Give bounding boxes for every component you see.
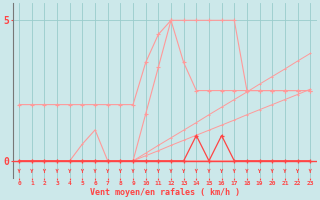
X-axis label: Vent moyen/en rafales ( km/h ): Vent moyen/en rafales ( km/h ) [90,188,240,197]
